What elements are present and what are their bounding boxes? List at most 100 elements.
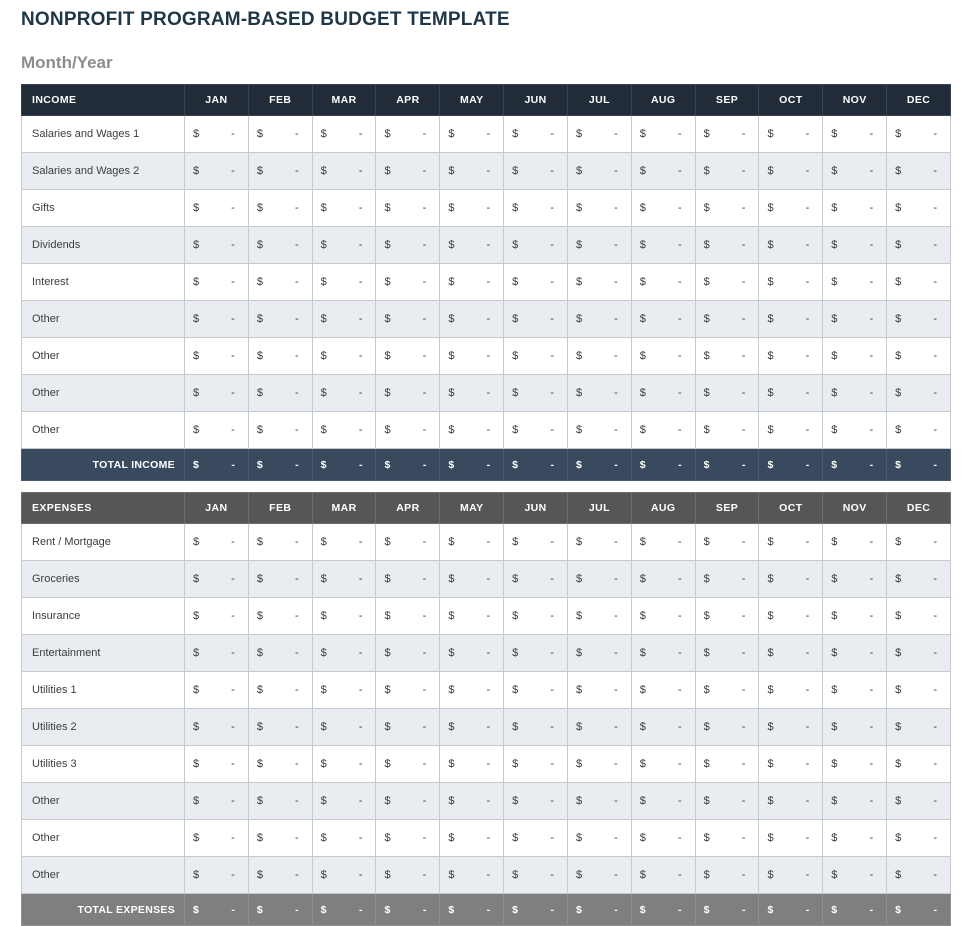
- expenses-amount-cell-apr[interactable]: $ -: [375, 745, 441, 783]
- income-amount-cell-apr[interactable]: $ -: [375, 189, 441, 227]
- income-amount-cell-may[interactable]: $ -: [439, 300, 505, 338]
- income-amount-cell-aug[interactable]: $ -: [630, 374, 696, 412]
- income-amount-cell-jan[interactable]: $ -: [184, 263, 249, 301]
- expenses-amount-cell-feb[interactable]: $ -: [247, 782, 313, 820]
- income-amount-cell-apr[interactable]: $ -: [375, 337, 441, 375]
- expenses-amount-cell-dec[interactable]: $ -: [886, 597, 951, 635]
- expenses-amount-cell-jun[interactable]: $ -: [503, 782, 568, 820]
- expenses-amount-cell-aug[interactable]: $ -: [630, 708, 696, 746]
- expenses-amount-cell-feb[interactable]: $ -: [247, 856, 313, 894]
- expenses-amount-cell-oct[interactable]: $ -: [758, 782, 824, 820]
- income-amount-cell-nov[interactable]: $ -: [822, 337, 888, 375]
- income-amount-cell-dec[interactable]: $ -: [886, 115, 951, 153]
- expenses-amount-cell-may[interactable]: $ -: [439, 708, 505, 746]
- income-amount-cell-feb[interactable]: $ -: [247, 374, 313, 412]
- expenses-amount-cell-mar[interactable]: $ -: [311, 819, 377, 857]
- income-amount-cell-apr[interactable]: $ -: [375, 374, 441, 412]
- expenses-amount-cell-may[interactable]: $ -: [439, 782, 505, 820]
- income-amount-cell-oct[interactable]: $ -: [758, 115, 824, 153]
- expenses-amount-cell-jan[interactable]: $ -: [184, 671, 249, 709]
- income-amount-cell-jul[interactable]: $ -: [566, 152, 632, 190]
- income-amount-cell-feb[interactable]: $ -: [247, 226, 313, 264]
- expenses-amount-cell-nov[interactable]: $ -: [822, 671, 888, 709]
- expenses-amount-cell-aug[interactable]: $ -: [630, 819, 696, 857]
- income-amount-cell-feb[interactable]: $ -: [247, 300, 313, 338]
- expenses-amount-cell-aug[interactable]: $ -: [630, 745, 696, 783]
- expenses-amount-cell-jul[interactable]: $ -: [566, 523, 632, 561]
- expenses-amount-cell-aug[interactable]: $ -: [630, 560, 696, 598]
- expenses-amount-cell-oct[interactable]: $ -: [758, 523, 824, 561]
- expenses-amount-cell-jul[interactable]: $ -: [566, 782, 632, 820]
- expenses-amount-cell-may[interactable]: $ -: [439, 856, 505, 894]
- income-amount-cell-dec[interactable]: $ -: [886, 411, 951, 449]
- income-amount-cell-jan[interactable]: $ -: [184, 115, 249, 153]
- income-amount-cell-jan[interactable]: $ -: [184, 411, 249, 449]
- expenses-amount-cell-sep[interactable]: $ -: [694, 856, 760, 894]
- expenses-amount-cell-feb[interactable]: $ -: [247, 523, 313, 561]
- income-amount-cell-nov[interactable]: $ -: [822, 115, 888, 153]
- income-amount-cell-jul[interactable]: $ -: [566, 337, 632, 375]
- income-amount-cell-mar[interactable]: $ -: [311, 337, 377, 375]
- income-amount-cell-sep[interactable]: $ -: [694, 300, 760, 338]
- expenses-amount-cell-dec[interactable]: $ -: [886, 819, 951, 857]
- income-amount-cell-jan[interactable]: $ -: [184, 152, 249, 190]
- expenses-amount-cell-jun[interactable]: $ -: [503, 708, 568, 746]
- income-amount-cell-apr[interactable]: $ -: [375, 152, 441, 190]
- expenses-amount-cell-oct[interactable]: $ -: [758, 819, 824, 857]
- income-amount-cell-mar[interactable]: $ -: [311, 189, 377, 227]
- expenses-amount-cell-mar[interactable]: $ -: [311, 597, 377, 635]
- income-amount-cell-aug[interactable]: $ -: [630, 189, 696, 227]
- expenses-amount-cell-aug[interactable]: $ -: [630, 856, 696, 894]
- expenses-amount-cell-apr[interactable]: $ -: [375, 597, 441, 635]
- expenses-amount-cell-sep[interactable]: $ -: [694, 819, 760, 857]
- expenses-amount-cell-dec[interactable]: $ -: [886, 671, 951, 709]
- income-amount-cell-sep[interactable]: $ -: [694, 226, 760, 264]
- income-amount-cell-jul[interactable]: $ -: [566, 189, 632, 227]
- expenses-amount-cell-feb[interactable]: $ -: [247, 671, 313, 709]
- expenses-amount-cell-mar[interactable]: $ -: [311, 560, 377, 598]
- expenses-amount-cell-jul[interactable]: $ -: [566, 708, 632, 746]
- expenses-amount-cell-jun[interactable]: $ -: [503, 671, 568, 709]
- income-amount-cell-oct[interactable]: $ -: [758, 337, 824, 375]
- expenses-amount-cell-oct[interactable]: $ -: [758, 634, 824, 672]
- expenses-amount-cell-jan[interactable]: $ -: [184, 782, 249, 820]
- income-amount-cell-nov[interactable]: $ -: [822, 263, 888, 301]
- income-amount-cell-sep[interactable]: $ -: [694, 152, 760, 190]
- expenses-amount-cell-jul[interactable]: $ -: [566, 560, 632, 598]
- income-amount-cell-sep[interactable]: $ -: [694, 189, 760, 227]
- expenses-amount-cell-feb[interactable]: $ -: [247, 819, 313, 857]
- income-amount-cell-aug[interactable]: $ -: [630, 226, 696, 264]
- expenses-amount-cell-jan[interactable]: $ -: [184, 597, 249, 635]
- income-amount-cell-feb[interactable]: $ -: [247, 189, 313, 227]
- expenses-amount-cell-mar[interactable]: $ -: [311, 634, 377, 672]
- expenses-amount-cell-oct[interactable]: $ -: [758, 745, 824, 783]
- income-amount-cell-mar[interactable]: $ -: [311, 374, 377, 412]
- expenses-amount-cell-may[interactable]: $ -: [439, 819, 505, 857]
- expenses-amount-cell-jul[interactable]: $ -: [566, 634, 632, 672]
- income-amount-cell-jun[interactable]: $ -: [503, 411, 568, 449]
- expenses-amount-cell-jan[interactable]: $ -: [184, 745, 249, 783]
- income-amount-cell-mar[interactable]: $ -: [311, 300, 377, 338]
- income-amount-cell-apr[interactable]: $ -: [375, 263, 441, 301]
- expenses-amount-cell-nov[interactable]: $ -: [822, 708, 888, 746]
- income-amount-cell-mar[interactable]: $ -: [311, 263, 377, 301]
- expenses-amount-cell-apr[interactable]: $ -: [375, 634, 441, 672]
- expenses-amount-cell-jan[interactable]: $ -: [184, 634, 249, 672]
- expenses-amount-cell-dec[interactable]: $ -: [886, 745, 951, 783]
- income-amount-cell-feb[interactable]: $ -: [247, 411, 313, 449]
- expenses-amount-cell-oct[interactable]: $ -: [758, 708, 824, 746]
- expenses-amount-cell-oct[interactable]: $ -: [758, 560, 824, 598]
- income-amount-cell-aug[interactable]: $ -: [630, 152, 696, 190]
- income-amount-cell-jan[interactable]: $ -: [184, 337, 249, 375]
- income-amount-cell-may[interactable]: $ -: [439, 263, 505, 301]
- income-amount-cell-dec[interactable]: $ -: [886, 300, 951, 338]
- expenses-amount-cell-oct[interactable]: $ -: [758, 671, 824, 709]
- income-amount-cell-jul[interactable]: $ -: [566, 374, 632, 412]
- income-amount-cell-oct[interactable]: $ -: [758, 226, 824, 264]
- income-amount-cell-jun[interactable]: $ -: [503, 189, 568, 227]
- income-amount-cell-nov[interactable]: $ -: [822, 300, 888, 338]
- income-amount-cell-feb[interactable]: $ -: [247, 152, 313, 190]
- expenses-amount-cell-may[interactable]: $ -: [439, 597, 505, 635]
- income-amount-cell-dec[interactable]: $ -: [886, 337, 951, 375]
- income-amount-cell-apr[interactable]: $ -: [375, 226, 441, 264]
